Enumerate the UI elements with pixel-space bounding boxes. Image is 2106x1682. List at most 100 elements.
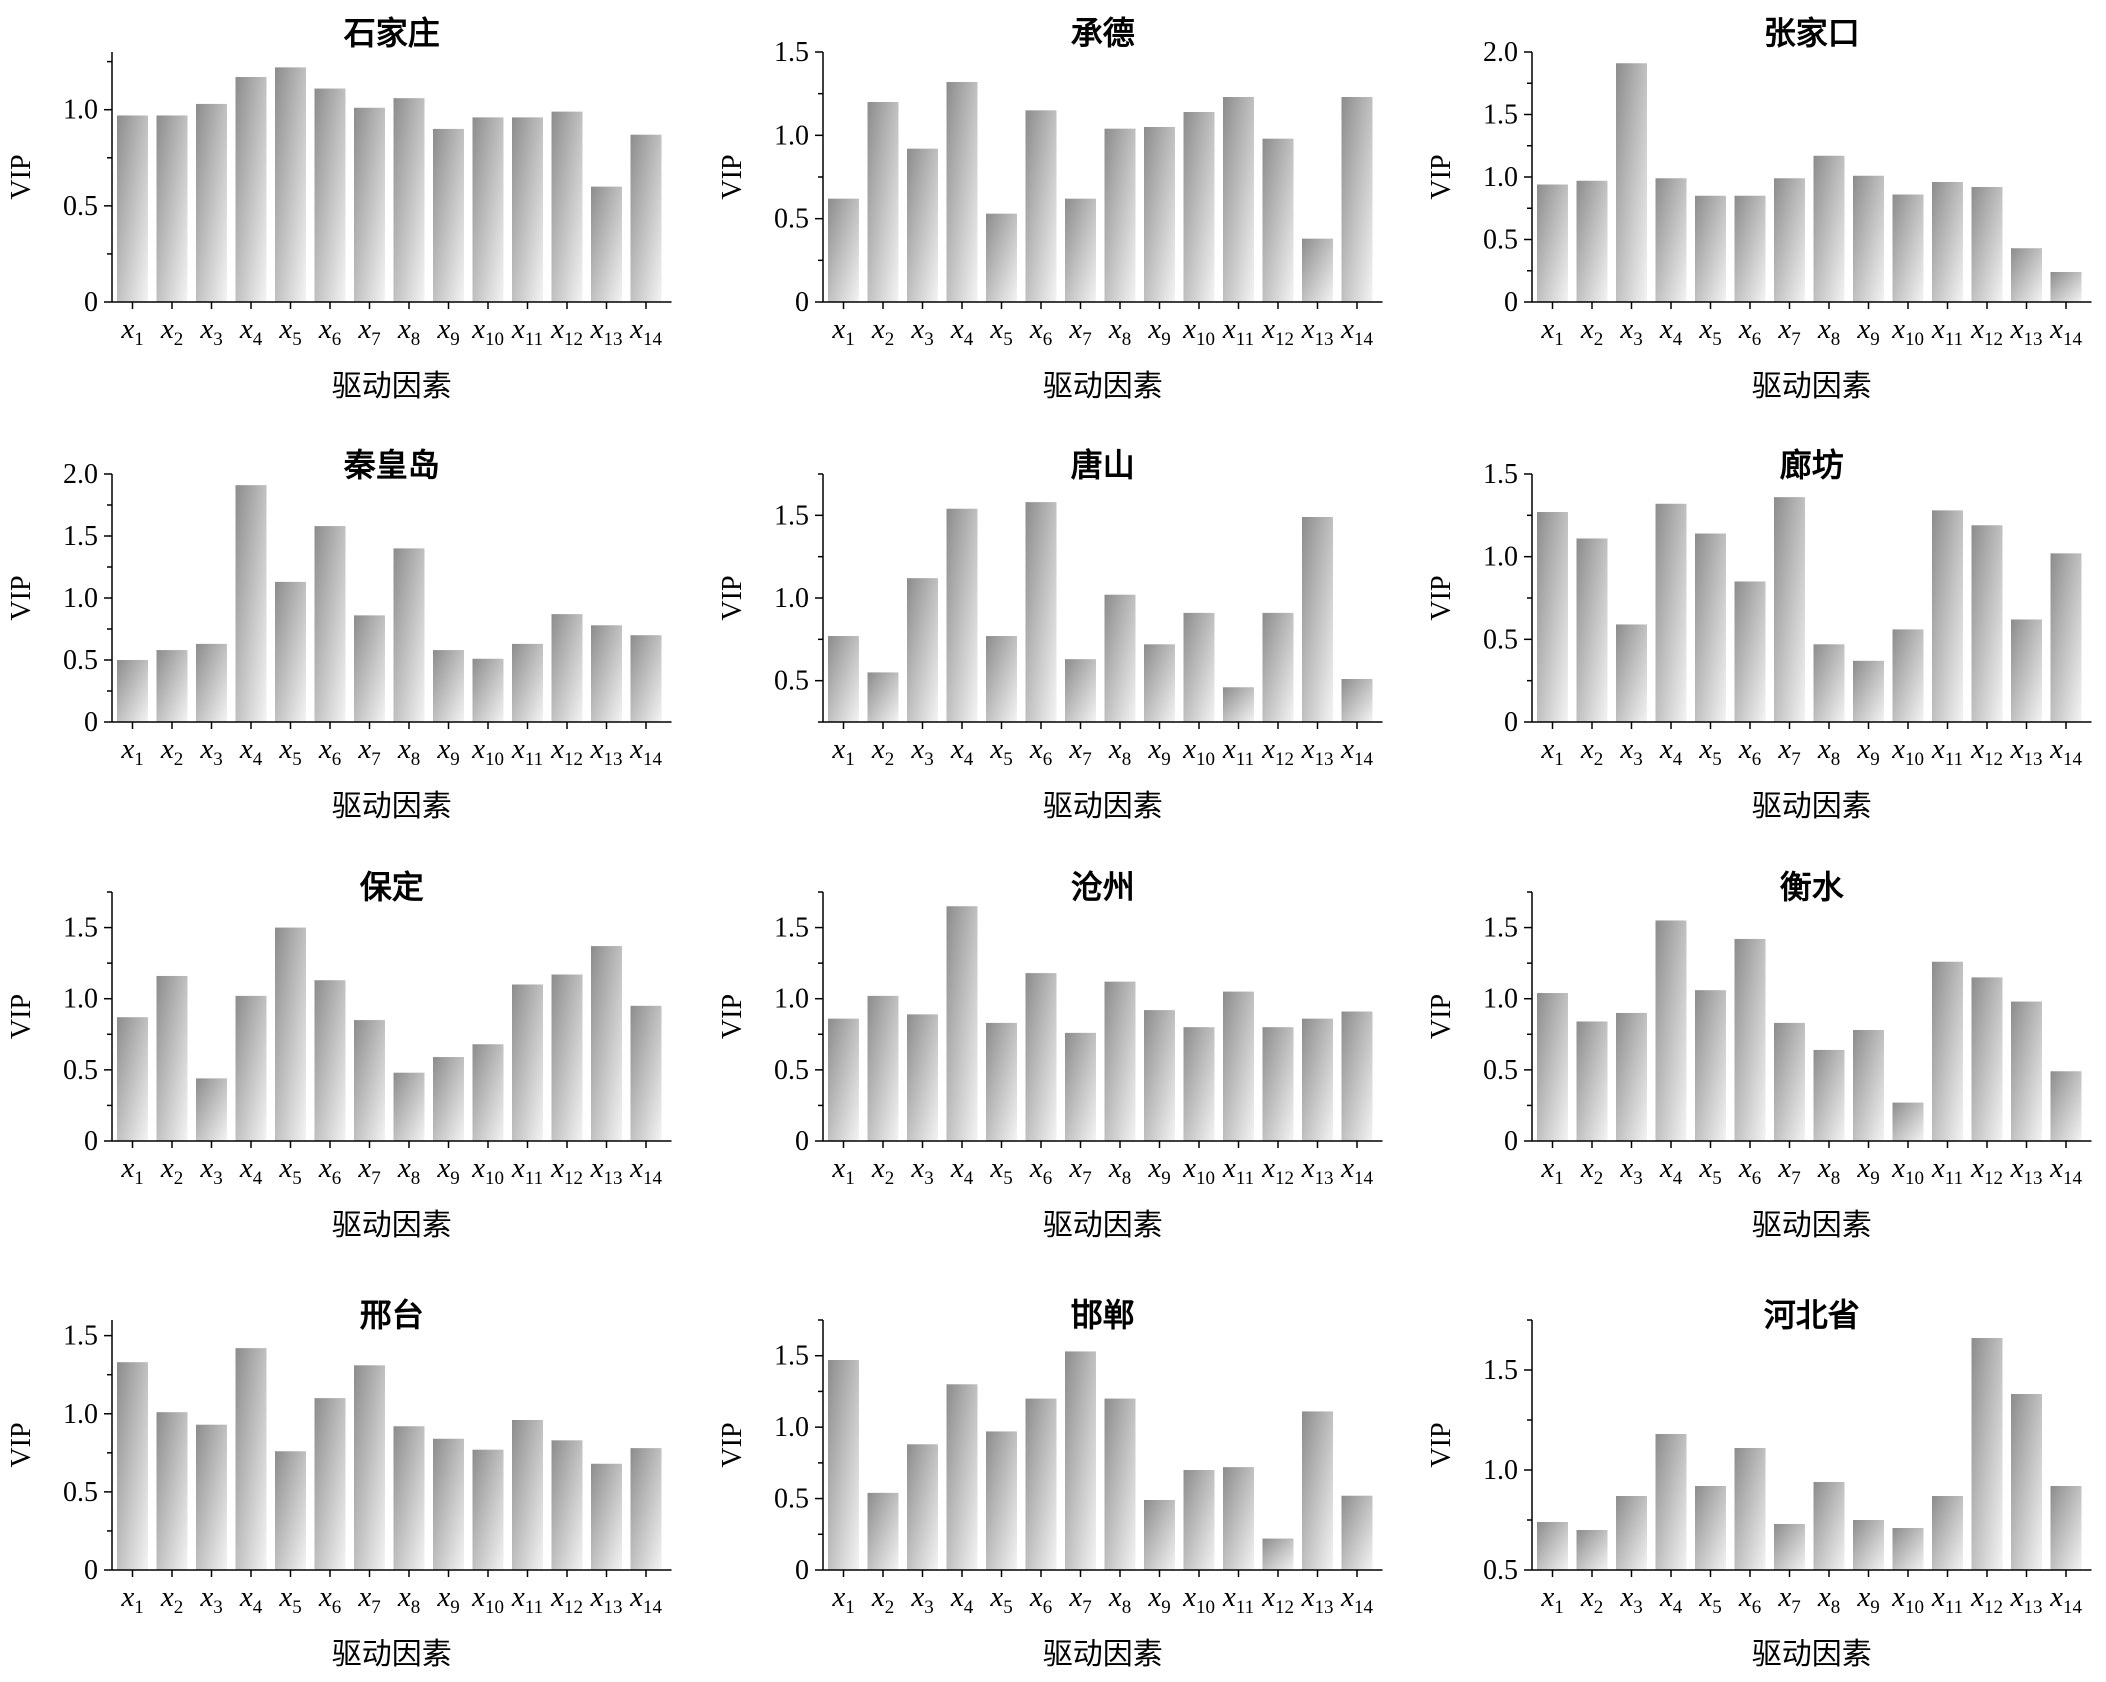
bar bbox=[1734, 938, 1766, 1141]
chart-title: 河北省 bbox=[1764, 1296, 1860, 1334]
chart-title: 唐山 bbox=[1071, 446, 1135, 484]
x-tick-label: x13 bbox=[2010, 1581, 2043, 1618]
bar bbox=[1223, 687, 1254, 722]
x-tick-label: x2 bbox=[871, 1152, 894, 1189]
x-tick-label: x1 bbox=[120, 313, 143, 350]
bar bbox=[1104, 1398, 1136, 1570]
x-tick-label: x11 bbox=[1931, 733, 1963, 770]
x-tick-label: x6 bbox=[1738, 1152, 1761, 1189]
x-tick-label: x1 bbox=[831, 1581, 854, 1618]
x-tick-label: x6 bbox=[1738, 313, 1761, 350]
x-tick-label: x5 bbox=[1698, 1152, 1721, 1189]
bar bbox=[986, 1022, 1017, 1141]
bar bbox=[156, 975, 188, 1141]
bar bbox=[867, 1492, 899, 1570]
bar bbox=[275, 67, 306, 302]
bar bbox=[1144, 644, 1175, 722]
bar bbox=[1302, 1018, 1333, 1141]
bar bbox=[1813, 1049, 1845, 1141]
bar bbox=[1144, 1010, 1175, 1141]
bar bbox=[1774, 1524, 1805, 1570]
x-axis-label: 驱动因素 bbox=[1752, 789, 1872, 824]
y-tick-label: 0 bbox=[84, 287, 98, 318]
x-tick-label: x10 bbox=[471, 733, 504, 770]
x-tick-label: x12 bbox=[1970, 313, 2003, 350]
y-axis-label: VIP bbox=[1426, 994, 1457, 1039]
bar bbox=[433, 1057, 464, 1141]
bar bbox=[354, 615, 385, 722]
x-tick-label: x4 bbox=[1659, 733, 1683, 770]
x-tick-label: x8 bbox=[397, 1152, 420, 1189]
x-tick-label: x3 bbox=[1619, 1152, 1642, 1189]
x-axis-label: 驱动因素 bbox=[332, 1208, 452, 1243]
y-tick-label: 1.5 bbox=[1483, 913, 1518, 944]
x-tick-label: x3 bbox=[910, 1152, 933, 1189]
x-tick-label: x13 bbox=[590, 1152, 623, 1189]
y-tick-label: 0.5 bbox=[774, 1484, 809, 1515]
x-tick-label: x11 bbox=[511, 1581, 543, 1618]
x-tick-label: x4 bbox=[950, 733, 974, 770]
x-tick-label: x14 bbox=[629, 1152, 662, 1189]
y-tick-label: 1.0 bbox=[63, 1399, 98, 1430]
bar bbox=[117, 1362, 148, 1570]
x-tick-label: x2 bbox=[160, 313, 183, 350]
bar bbox=[512, 643, 543, 722]
x-tick-label: x6 bbox=[1029, 313, 1052, 350]
x-tick-label: x11 bbox=[511, 733, 543, 770]
x-tick-label: x1 bbox=[120, 733, 143, 770]
x-tick-label: x12 bbox=[1261, 1581, 1294, 1618]
bar bbox=[1892, 1102, 1924, 1141]
bar bbox=[1932, 510, 1963, 722]
bar bbox=[472, 117, 504, 302]
y-axis-label: VIP bbox=[6, 154, 37, 199]
bar bbox=[1813, 1482, 1845, 1570]
y-tick-label: 1.0 bbox=[63, 583, 98, 614]
bar bbox=[2050, 1071, 2082, 1141]
bar bbox=[1853, 175, 1884, 302]
x-tick-label: x4 bbox=[239, 733, 263, 770]
x-tick-label: x4 bbox=[950, 313, 974, 350]
bar bbox=[1183, 1470, 1215, 1570]
bar bbox=[1537, 1522, 1568, 1570]
y-tick-label: 0 bbox=[795, 1555, 809, 1586]
bar bbox=[1853, 660, 1884, 722]
x-tick-label: x9 bbox=[1856, 733, 1879, 770]
x-tick-label: x11 bbox=[1931, 1152, 1963, 1189]
x-tick-label: x14 bbox=[1340, 1581, 1373, 1618]
x-tick-label: x14 bbox=[629, 1581, 662, 1618]
bar bbox=[1695, 533, 1726, 722]
bar bbox=[2050, 1486, 2082, 1570]
y-tick-label: 0 bbox=[1504, 287, 1518, 318]
bar bbox=[1025, 973, 1057, 1141]
y-axis-label: VIP bbox=[1426, 154, 1457, 199]
bar bbox=[591, 946, 622, 1141]
bar bbox=[512, 984, 543, 1141]
x-tick-label: x1 bbox=[1540, 733, 1563, 770]
y-tick-label: 0 bbox=[84, 1555, 98, 1586]
x-tick-label: x5 bbox=[989, 313, 1012, 350]
chart-title: 秦皇岛 bbox=[343, 446, 440, 484]
x-tick-label: x2 bbox=[1580, 313, 1603, 350]
bar bbox=[551, 111, 583, 302]
x-tick-label: x10 bbox=[471, 1152, 504, 1189]
y-tick-label: 0 bbox=[84, 707, 98, 738]
y-tick-label: 2.0 bbox=[1483, 37, 1518, 68]
x-tick-label: x3 bbox=[910, 1581, 933, 1618]
x-tick-label: x4 bbox=[239, 1581, 263, 1618]
bar bbox=[235, 77, 267, 302]
bar bbox=[1025, 1398, 1057, 1570]
x-tick-label: x5 bbox=[989, 1581, 1012, 1618]
bar bbox=[1183, 112, 1215, 302]
x-tick-label: x5 bbox=[278, 1152, 301, 1189]
bar bbox=[117, 660, 148, 722]
y-tick-label: 0.5 bbox=[1483, 1555, 1518, 1586]
bar bbox=[1774, 1022, 1805, 1141]
x-tick-label: x13 bbox=[590, 313, 623, 350]
x-tick-label: x11 bbox=[1222, 1152, 1254, 1189]
x-tick-label: x13 bbox=[1301, 733, 1334, 770]
y-tick-label: 1.0 bbox=[63, 984, 98, 1015]
chart-title: 沧州 bbox=[1071, 868, 1135, 906]
chart-panel: 唐山0.51.01.5x1 x2 x3 x4 x5 x6 x7 x8 x9 x10 x11 x12 x1… bbox=[717, 446, 1383, 824]
x-tick-label: x11 bbox=[1222, 313, 1254, 350]
x-tick-label: x11 bbox=[1222, 733, 1254, 770]
